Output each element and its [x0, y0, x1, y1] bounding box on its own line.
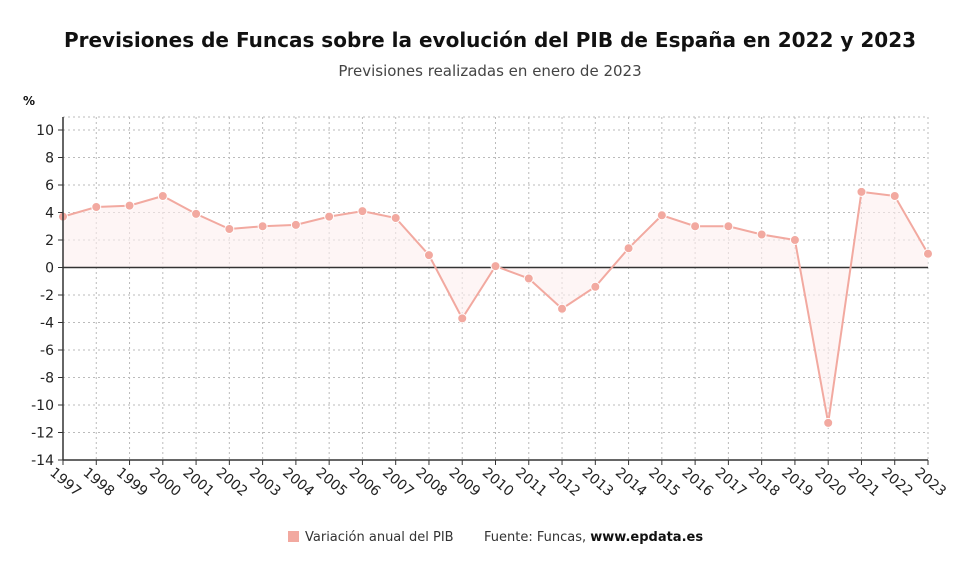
data-point: [91, 202, 102, 212]
y-tick-label: -14: [31, 453, 54, 469]
data-point: [423, 250, 434, 261]
x-tick-label: 1998: [80, 465, 118, 500]
data-point: [823, 417, 834, 428]
x-tick-label: 2022: [878, 465, 916, 500]
x-tick-label: 2007: [379, 465, 417, 500]
y-tick-label: -6: [40, 343, 54, 359]
data-point: [523, 273, 534, 284]
data-point: [357, 206, 368, 217]
chart-title: Previsiones de Funcas sobre la evolución…: [64, 28, 916, 52]
x-tick-label: 2013: [579, 465, 617, 500]
data-point: [756, 229, 767, 240]
legend-swatch: [288, 531, 299, 542]
x-tick-label: 2008: [412, 465, 450, 500]
x-tick-label: 2006: [346, 465, 384, 500]
x-tick-label: 2015: [645, 465, 683, 500]
data-point: [224, 224, 235, 234]
x-tick-label: 2003: [246, 465, 284, 500]
legend-label: Variación anual del PIB: [305, 530, 454, 545]
x-tick-label: 2017: [712, 465, 750, 500]
area-fill: [63, 191, 928, 423]
data-point: [324, 211, 335, 222]
data-point: [690, 221, 701, 232]
grid: [62, 116, 929, 461]
data-point: [889, 191, 900, 201]
x-tick-label: 1997: [46, 465, 84, 500]
y-tick-label: -10: [31, 398, 54, 414]
x-tick-label: 2001: [180, 465, 218, 500]
data-point: [257, 221, 268, 232]
y-tick-label: -12: [31, 426, 54, 442]
source-site: www.epdata.es: [590, 530, 703, 545]
data-point: [457, 313, 468, 324]
y-tick-label: 4: [45, 206, 54, 222]
x-tick-label: 2000: [146, 465, 184, 500]
x-tick-label: 2021: [845, 465, 883, 500]
x-tick-label: 1999: [113, 465, 151, 500]
x-tick-label: 2004: [279, 465, 317, 500]
data-point: [723, 221, 734, 232]
y-tick-label: 6: [45, 178, 54, 194]
series-area: [63, 191, 928, 423]
y-tick-label: -2: [40, 288, 54, 304]
y-tick-label: -8: [40, 371, 54, 387]
x-tick-label: 2019: [778, 465, 816, 500]
x-tick-label: 2012: [545, 465, 583, 500]
x-tick-labels: 1997199819992000200120022003200420052006…: [46, 465, 949, 500]
data-point: [157, 191, 168, 201]
y-tick-label: 10: [36, 123, 54, 139]
x-tick-label: 2002: [213, 465, 251, 500]
data-point: [789, 235, 800, 245]
data-point: [290, 219, 301, 230]
x-tick-label: 2014: [612, 465, 650, 500]
y-axis-unit: %: [23, 94, 35, 108]
source-prefix: Fuente: Funcas,: [484, 530, 590, 545]
x-tick-label: 2009: [446, 465, 484, 500]
data-point: [623, 243, 634, 254]
x-tick-label: 2023: [911, 465, 949, 500]
y-tick-label: 2: [45, 233, 54, 249]
y-tick-label: 0: [45, 261, 54, 277]
y-tick-label: 8: [45, 151, 54, 167]
data-points: [58, 186, 933, 428]
x-tick-label: 2011: [512, 465, 550, 500]
x-tick-label: 2010: [479, 465, 517, 500]
source-note: Fuente: Funcas, www.epdata.es: [484, 530, 703, 545]
chart-subtitle: Previsiones realizadas en enero de 2023: [338, 62, 641, 80]
data-point: [490, 261, 501, 272]
data-point: [124, 200, 135, 211]
x-tick-label: 2020: [812, 465, 850, 500]
x-tick-label: 2005: [313, 465, 351, 500]
y-tick-labels: 10 8 6 4 2 0 -2 -4 -6 -8 -10 -12 -14: [31, 123, 54, 469]
data-point: [656, 210, 667, 221]
data-point: [856, 186, 867, 197]
data-point: [390, 213, 401, 223]
axes: [58, 117, 929, 465]
data-point: [923, 248, 933, 259]
y-tick-label: -4: [40, 316, 54, 332]
x-tick-label: 2016: [679, 465, 717, 500]
legend: Variación anual del PIB: [288, 530, 454, 545]
x-tick-label: 2018: [745, 465, 783, 500]
data-point: [191, 208, 202, 219]
data-point: [590, 281, 601, 292]
data-point: [557, 303, 568, 314]
